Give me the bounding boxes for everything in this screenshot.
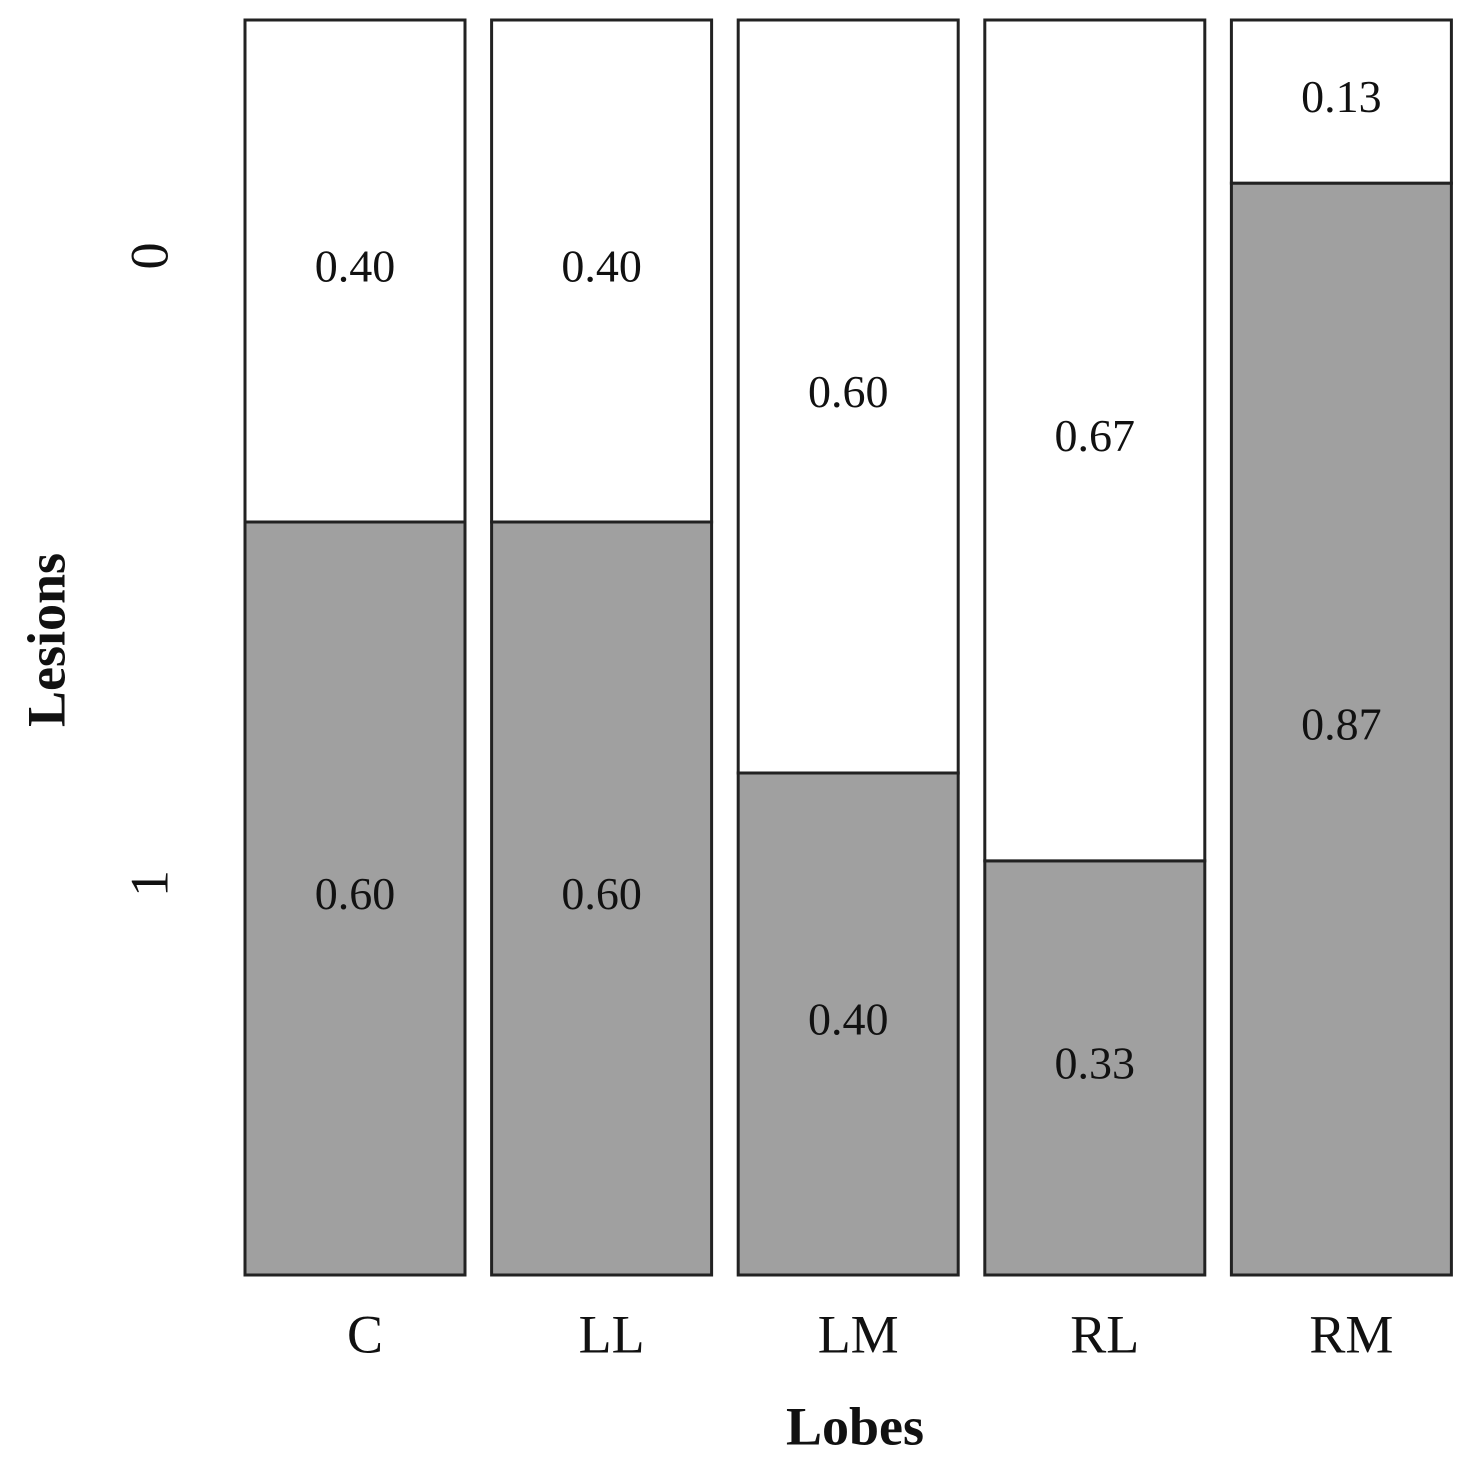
bar-segment — [243, 520, 467, 1277]
value-label: 0.60 — [315, 868, 396, 919]
bar-segment — [243, 18, 467, 524]
value-label: 0.67 — [1055, 410, 1136, 461]
value-label: 0.40 — [561, 241, 642, 292]
x-tick-label: LM — [818, 1304, 899, 1364]
value-label: 0.40 — [315, 241, 396, 292]
x-tick-label: RL — [1070, 1304, 1139, 1364]
legend-label: 1 — [119, 870, 179, 897]
bar-segment — [983, 859, 1207, 1277]
bar-segment — [736, 18, 960, 775]
bar-segment — [490, 18, 714, 524]
value-label: 0.33 — [1055, 1037, 1136, 1088]
y-axis-title: Lesions — [16, 553, 76, 727]
value-label: 0.13 — [1301, 71, 1382, 122]
bar-segment — [1229, 181, 1453, 1277]
value-label: 0.87 — [1301, 699, 1382, 750]
x-tick-label: LL — [579, 1304, 645, 1364]
bar-segment — [736, 771, 960, 1277]
value-label: 0.60 — [808, 366, 889, 417]
x-tick-label: C — [347, 1304, 383, 1364]
legend-label: 0 — [119, 243, 179, 270]
value-label: 0.60 — [561, 868, 642, 919]
x-tick-label: RM — [1309, 1304, 1393, 1364]
bar-segment — [1229, 18, 1453, 185]
value-label: 0.40 — [808, 994, 889, 1045]
bar-segment — [983, 18, 1207, 863]
x-axis-title: Lobes — [786, 1396, 924, 1456]
